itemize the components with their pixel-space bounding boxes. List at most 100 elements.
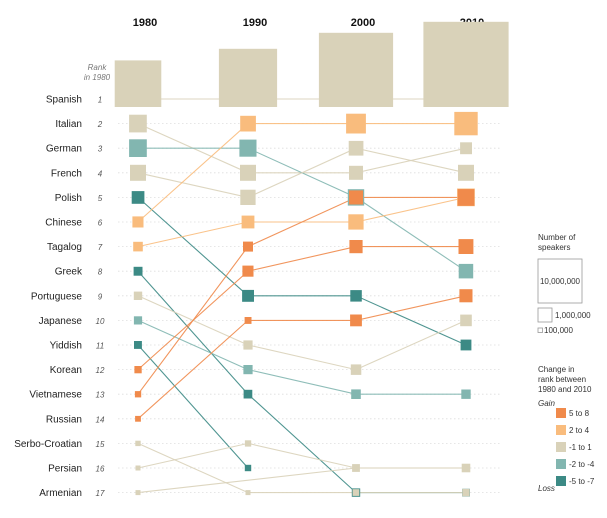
speaker-squares — [114, 21, 509, 497]
speaker-square-portuguese-1990 — [243, 340, 253, 350]
speaker-square-german-2010 — [458, 263, 474, 279]
rank-label-serbo-croatian: 15 — [96, 440, 105, 449]
speaker-square-tagalog-1980 — [133, 241, 143, 252]
rank-line-vietnamese — [137, 196, 466, 395]
rank-label-french: 4 — [98, 169, 103, 178]
speaker-square-armenian-2000 — [352, 464, 360, 472]
legend-color-title-3: 1980 and 2010 — [538, 385, 592, 394]
speaker-square-japanese-2010 — [461, 389, 471, 399]
language-label-german: German — [46, 144, 82, 155]
speaker-square-korean-2010 — [458, 239, 474, 254]
speaker-square-korean-2000 — [349, 240, 363, 254]
speaker-square-german-1980 — [129, 139, 147, 157]
speaker-square-japanese-2000 — [351, 389, 361, 399]
rank-line-korean — [137, 246, 466, 371]
legend-size-square-large — [537, 258, 583, 304]
speaker-square-serbo-croatian-1990 — [245, 490, 251, 496]
rank-line-armenian — [137, 467, 466, 494]
speaker-square-chinese-1990 — [240, 115, 256, 132]
language-label-tagalog: Tagalog — [47, 242, 82, 253]
rank-label-yiddish: 11 — [96, 342, 104, 351]
legend-size-label-small: 100,000 — [544, 326, 573, 335]
legend-color-label-5: -5 to -7 — [569, 477, 595, 486]
speaker-square-italian-2010 — [460, 142, 472, 155]
rank-label-greek: 8 — [98, 268, 103, 277]
legend-color-label-3: -1 to 1 — [569, 443, 592, 452]
rank-label-portuguese: 9 — [98, 292, 103, 301]
year-header-1980: 1980 — [133, 17, 157, 29]
legend-color-title-1: Change in — [538, 365, 574, 374]
speaker-square-polish-1980 — [131, 191, 145, 204]
speaker-square-spanish-1990 — [218, 48, 278, 107]
legend-color-swatch-3 — [556, 442, 566, 452]
rank-label-italian: 2 — [97, 120, 103, 129]
rank-line-french — [137, 147, 467, 198]
language-labels: Spanish 1 Italian 2 German 3 French 4 Polish 5 Chi… — [14, 95, 105, 500]
speaker-square-russian-1980 — [135, 415, 141, 422]
speaker-square-yiddish-1990 — [244, 464, 252, 472]
legend-color-label-1: 5 to 8 — [569, 409, 590, 418]
language-label-serbo-croatian: Serbo-Croatian — [14, 439, 82, 450]
language-label-spanish: Spanish — [46, 95, 82, 106]
legend-color-swatch-2 — [556, 425, 566, 435]
speaker-square-korean-1990 — [242, 265, 254, 277]
speaker-square-french-2010 — [458, 164, 474, 181]
row-guides — [118, 123, 500, 494]
language-label-yiddish: Yiddish — [50, 341, 82, 352]
speaker-square-armenian-1980 — [135, 490, 141, 496]
language-label-chinese: Chinese — [45, 218, 82, 229]
rank-label-tagalog: 7 — [98, 243, 103, 252]
speaker-square-spanish-2010 — [423, 21, 509, 107]
speaker-square-portuguese-1980 — [133, 291, 143, 300]
rank-label-japanese: 10 — [96, 317, 105, 326]
rank-label-german: 3 — [98, 145, 103, 154]
year-header-2000: 2000 — [351, 17, 375, 29]
speaker-square-greek-1990 — [243, 389, 253, 399]
speaker-square-vietnamese-1980 — [134, 391, 142, 398]
rank-label-korean: 12 — [96, 366, 105, 375]
language-label-persian: Persian — [48, 464, 82, 475]
speaker-square-russian-2010 — [459, 289, 473, 303]
rank-line-persian — [137, 442, 466, 469]
speaker-square-chinese-2010 — [454, 111, 478, 136]
rank-label-spanish: 1 — [98, 96, 102, 105]
legend-gain-label: Gain — [538, 399, 555, 408]
rank-label-persian: 16 — [96, 465, 105, 474]
legend-color-swatch-5 — [556, 476, 566, 486]
language-label-portuguese: Portuguese — [31, 291, 83, 302]
speaker-square-serbo-croatian-1980 — [135, 440, 141, 447]
speaker-square-korean-1980 — [134, 366, 142, 374]
speaker-square-spanish-1980 — [114, 60, 162, 107]
speaker-square-vietnamese-2010 — [457, 189, 475, 206]
speaker-square-russian-2000 — [350, 314, 362, 327]
speaker-square-armenian-2010 — [462, 464, 470, 472]
language-label-armenian: Armenian — [39, 488, 82, 499]
rank-label-polish: 5 — [98, 194, 103, 203]
speaker-square-french-2000 — [348, 140, 364, 156]
rank-line-yiddish — [137, 344, 249, 469]
speaker-square-polish-2010 — [460, 339, 472, 351]
speaker-square-japanese-1980 — [133, 316, 143, 325]
legend-color-label-4: -2 to -4 — [569, 460, 595, 469]
speaker-square-greek-1980 — [133, 266, 143, 276]
rank-note-line1: Rank — [88, 63, 108, 72]
speaker-square-chinese-2000 — [346, 113, 366, 134]
speaker-square-french-1980 — [130, 164, 146, 181]
legend-color-title-2: rank between — [538, 375, 586, 384]
legend-size-square-medium — [537, 307, 553, 323]
rank-label-armenian: 17 — [96, 489, 105, 498]
language-label-vietnamese: Vietnamese — [29, 390, 82, 401]
language-label-polish: Polish — [55, 193, 82, 204]
year-header-1990: 1990 — [243, 17, 267, 29]
legend-color-swatch-1 — [556, 408, 566, 418]
speaker-square-polish-2000 — [350, 290, 362, 302]
speaker-square-german-1990 — [239, 139, 257, 157]
rank-line-polish — [137, 196, 467, 346]
speaker-square-italian-1990 — [240, 164, 256, 181]
legend-size-title-1: Number of — [538, 233, 576, 242]
rank-label-russian: 14 — [96, 415, 105, 424]
speaker-square-yiddish-1980 — [134, 341, 142, 349]
rank-lines — [137, 98, 467, 494]
speaker-square-polish-1990 — [242, 289, 254, 302]
